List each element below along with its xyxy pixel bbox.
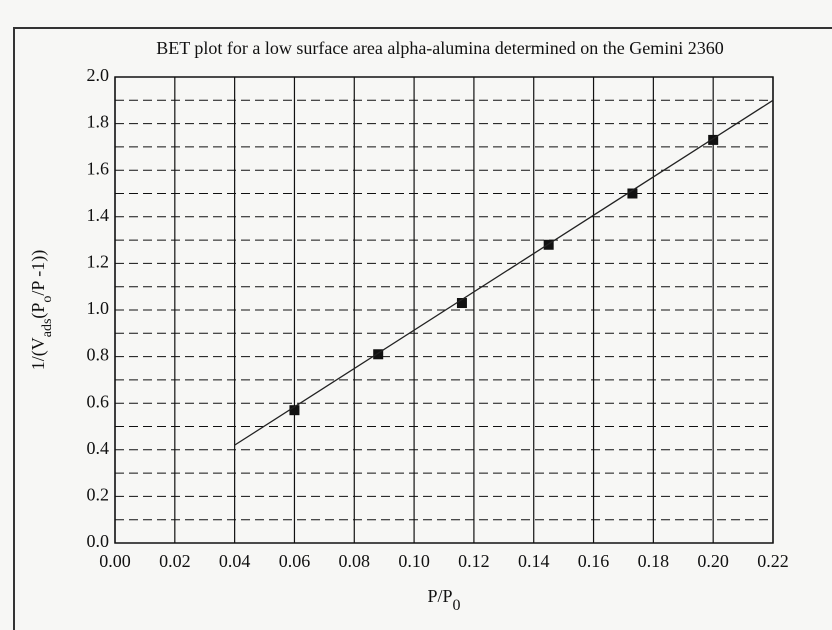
y-tick-label: 0.0 [87, 531, 110, 551]
x-tick-label: 0.10 [398, 551, 430, 571]
y-axis-label-part: 1/(V [28, 337, 49, 370]
y-tick-label: 1.6 [87, 158, 110, 178]
x-tick-label: 0.16 [578, 551, 610, 571]
x-tick-label: 0.22 [757, 551, 789, 571]
y-axis-label-part: o [40, 296, 55, 303]
y-tick-label: 0.2 [87, 485, 110, 505]
background [0, 0, 832, 630]
x-tick-label: 0.06 [279, 551, 311, 571]
x-tick-label: 0.04 [219, 551, 251, 571]
x-axis-label-part: P/P [427, 586, 452, 606]
x-axis-label-part: 0 [453, 597, 461, 614]
x-tick-label: 0.12 [458, 551, 490, 571]
x-tick-label: 0.20 [697, 551, 729, 571]
y-axis-label-part: ads [40, 319, 55, 338]
y-tick-label: 1.2 [87, 252, 110, 272]
y-tick-label: 0.6 [87, 391, 110, 411]
y-tick-label: 1.8 [87, 112, 110, 132]
y-axis-label-part: /P -1)) [28, 250, 49, 296]
x-tick-label: 0.08 [339, 551, 371, 571]
x-tick-label: 0.14 [518, 551, 550, 571]
y-tick-label: 2.0 [87, 65, 110, 85]
y-tick-label: 1.4 [87, 205, 110, 225]
x-tick-label: 0.00 [99, 551, 131, 571]
y-tick-label: 1.0 [87, 298, 110, 318]
y-tick-label: 0.8 [87, 345, 110, 365]
y-tick-label: 0.4 [87, 438, 110, 458]
x-tick-label: 0.02 [159, 551, 191, 571]
chart: BET plot for a low surface area alpha-al… [0, 0, 832, 630]
x-tick-label: 0.18 [638, 551, 670, 571]
chart-title: BET plot for a low surface area alpha-al… [156, 38, 723, 58]
y-axis-label-part: (P [28, 303, 49, 319]
